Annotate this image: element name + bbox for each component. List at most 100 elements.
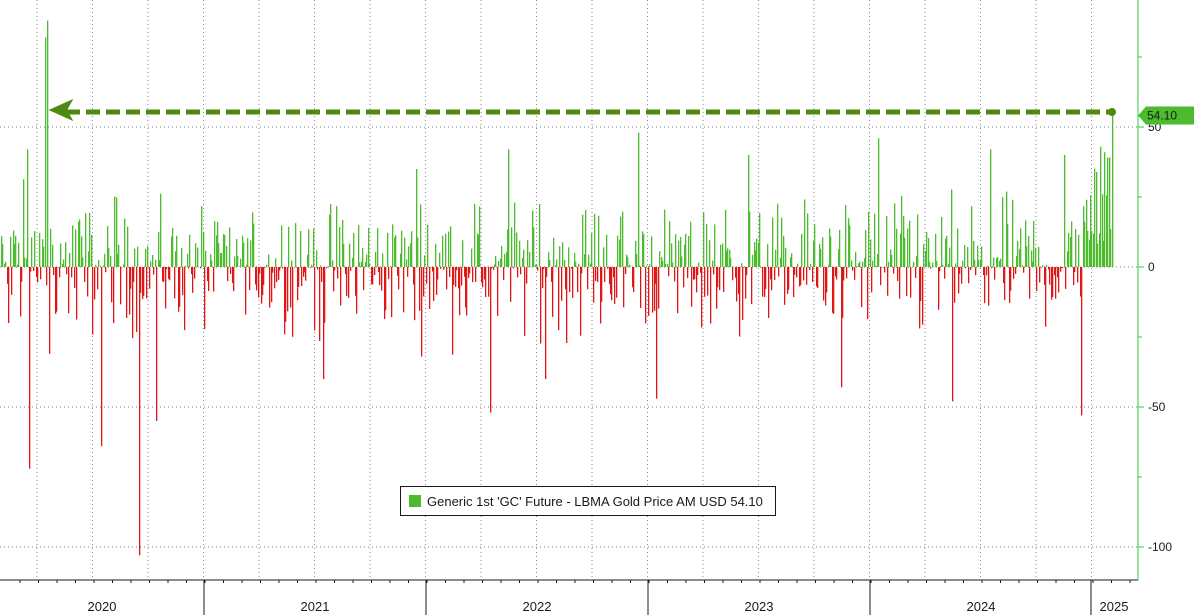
bar-negative [374,267,376,276]
bar-positive [435,243,437,267]
bar-negative [381,267,383,291]
bar-positive [247,238,249,267]
bar-positive [603,247,605,267]
bar-positive [785,247,787,267]
bar-negative [743,267,745,268]
bar-negative [372,267,374,285]
bar-negative [517,267,519,278]
bar-positive [957,228,959,267]
bar-positive [117,254,119,267]
bar-negative [455,267,457,287]
bar-negative [704,267,706,297]
bar-positive [754,242,756,267]
bar-negative [305,267,307,281]
bar-positive [176,235,178,267]
bar-negative [36,267,38,277]
bar-positive [801,233,803,267]
bar-negative [233,267,235,292]
bar-positive [13,230,15,267]
bar-negative [130,267,132,289]
bar-positive [780,257,782,267]
bar-positive [107,226,109,267]
bar-negative [1077,267,1079,283]
bar-negative [169,267,171,281]
bar-positive [330,204,332,267]
bar-positive [935,233,937,267]
bar-negative [200,267,202,269]
bar-positive [17,264,19,267]
bar-negative [841,267,843,388]
bar-positive [1097,243,1099,267]
bar-negative [1080,267,1082,297]
bar-negative [732,267,734,281]
bar-negative [30,267,32,272]
bar-positive [1078,234,1080,267]
bar-negative [76,267,78,320]
bar-negative [765,267,767,289]
bar-positive [987,265,989,267]
bar-negative [140,267,142,294]
bar-negative [717,267,719,288]
bar-negative [245,267,247,315]
bar-positive [857,266,859,267]
bar-negative [345,267,347,275]
bar-negative [378,267,380,272]
bar-negative [464,267,466,277]
bar-positive [1089,240,1091,267]
bar-positive [896,228,898,267]
bar-negative [126,267,128,318]
bar-positive [814,224,816,267]
y-tick-label: -50 [1148,400,1166,414]
bar-negative [314,267,316,331]
bar-negative [566,267,568,344]
bar-negative [1013,267,1015,279]
bar-negative [906,267,908,297]
bar-negative [1061,267,1063,269]
bar-negative [565,267,567,290]
bar-negative [256,267,258,291]
bar-positive [1091,231,1093,267]
bar-positive [886,216,888,267]
bar-negative [778,267,780,277]
bar-positive [706,223,708,267]
bar-positive [158,231,160,267]
bar-positive [424,255,426,267]
bar-negative [68,267,70,314]
bar-negative [84,267,86,282]
bar-negative [806,267,808,285]
bar-positive [171,236,173,267]
bar-positive [1070,236,1072,267]
bar-negative [290,267,292,308]
bar-positive [951,189,953,267]
bar-negative [191,267,193,275]
bar-negative [59,267,61,278]
bar-positive [588,254,590,267]
bar-positive [110,255,112,267]
bar-negative [595,267,597,282]
bar-negative [623,267,625,308]
bar-negative [466,267,468,316]
bar-positive [756,238,758,267]
bar-positive [401,230,403,267]
bar-negative [910,267,912,298]
bar-positive [42,239,44,267]
bar-positive [420,204,422,267]
bar-negative [938,267,940,310]
bar-negative [922,267,924,325]
bar-negative [991,267,993,269]
bar-positive [877,254,879,267]
bar-negative [391,267,393,318]
bar-positive [901,195,903,267]
bar-positive [681,256,683,267]
bar-negative [1023,267,1025,273]
bar-positive [822,237,824,267]
bar-positive [646,265,648,267]
bar-positive [4,263,6,267]
bar-positive [590,263,592,267]
bar-negative [282,267,284,269]
bar-negative [398,267,400,290]
bar-negative [74,267,76,288]
bar-positive [43,246,45,267]
bar-positive [664,209,666,267]
bar-negative [687,267,689,279]
